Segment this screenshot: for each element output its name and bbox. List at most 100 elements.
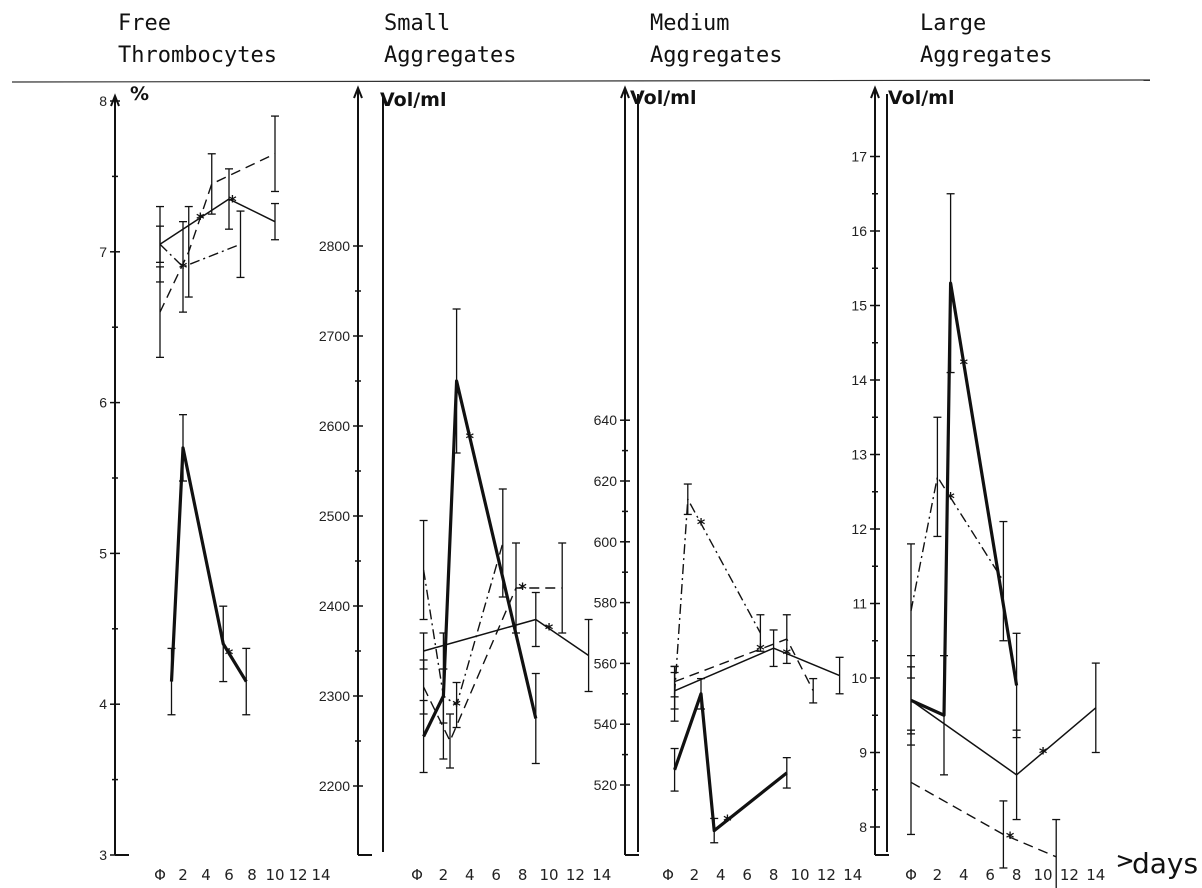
y-unit-label-2: Vol/ml: [630, 87, 696, 109]
y-tick-label-1-0: 2200: [319, 778, 350, 794]
x-tick-label-2-2: 4: [716, 866, 726, 884]
x-tick-label-0-0: Φ: [154, 866, 166, 884]
y-tick-label-3-5: 13: [851, 447, 867, 463]
y-tick-label-0-0: 3: [99, 847, 107, 863]
significance-star-0-1: *: [228, 192, 237, 211]
y-tick-label-2-5: 620: [594, 473, 618, 489]
y-tick-label-2-6: 640: [594, 412, 618, 428]
series-line-1-0: [424, 381, 536, 737]
x-tick-label-3-4: 8: [1012, 866, 1022, 884]
x-tick-label-1-3: 6: [491, 866, 501, 884]
y-tick-label-0-1: 4: [99, 696, 107, 712]
x-axis-arrow: [1118, 856, 1132, 866]
panel-title-medium-line2: Aggregates: [650, 43, 782, 68]
y-tick-label-1-2: 2400: [319, 598, 350, 614]
significance-star-1-0: *: [466, 428, 475, 447]
y-tick-label-0-3: 6: [99, 395, 107, 411]
y-tick-label-0-5: 8: [99, 93, 107, 109]
significance-star-3-0: *: [960, 355, 969, 374]
x-tick-label-1-6: 12: [566, 866, 585, 884]
y-tick-label-2-4: 600: [594, 534, 618, 550]
x-tick-label-3-3: 6: [985, 866, 995, 884]
y-tick-label-0-4: 7: [99, 244, 107, 260]
series-line-2-3: [675, 499, 761, 694]
x-tick-label-0-2: 4: [201, 866, 211, 884]
y-tick-label-1-3: 2500: [319, 508, 350, 524]
panel-title-large-line1: Large: [920, 11, 986, 36]
x-tick-label-2-6: 12: [817, 866, 836, 884]
y-tick-label-0-2: 5: [99, 545, 107, 561]
x-tick-label-1-7: 14: [592, 866, 611, 884]
y-tick-label-2-1: 540: [594, 716, 618, 732]
y-unit-label-3: Vol/ml: [888, 87, 954, 109]
x-tick-label-2-3: 6: [742, 866, 752, 884]
significance-star-3-3: *: [946, 489, 955, 508]
y-tick-label-3-6: 14: [851, 372, 867, 388]
significance-star-1-3: *: [452, 696, 461, 715]
panel-title-small-line1: Small: [384, 11, 450, 36]
panel-title-large-line2: Aggregates: [920, 43, 1052, 68]
panel-title-small-line2: Aggregates: [384, 43, 516, 68]
significance-star-1-2: *: [518, 579, 527, 598]
y-tick-label-1-6: 2800: [319, 238, 350, 254]
x-tick-label-0-4: 8: [247, 866, 257, 884]
x-tick-label-0-5: 10: [265, 866, 284, 884]
x-axis-label: days: [1132, 847, 1198, 880]
significance-star-2-3: *: [697, 515, 706, 534]
x-tick-label-3-2: 4: [959, 866, 969, 884]
y-tick-label-3-4: 12: [851, 521, 867, 537]
series-line-3-3: [911, 477, 1003, 611]
x-tick-label-2-5: 10: [790, 866, 809, 884]
y-tick-label-3-1: 9: [859, 745, 867, 761]
y-tick-label-2-3: 580: [594, 595, 618, 611]
significance-star-3-1: *: [1039, 744, 1048, 763]
x-tick-label-2-7: 14: [843, 866, 862, 884]
y-tick-label-3-0: 8: [859, 819, 867, 835]
x-tick-label-0-3: 6: [224, 866, 234, 884]
series-line-1-3: [424, 543, 503, 705]
y-tick-label-3-2: 10: [851, 670, 867, 686]
y-unit-label-1: Vol/ml: [380, 89, 446, 111]
series-line-2-0: [675, 694, 787, 831]
x-tick-label-2-0: Φ: [662, 866, 674, 884]
y-tick-label-1-1: 2300: [319, 688, 350, 704]
x-tick-label-3-0: Φ: [905, 866, 917, 884]
x-tick-label-3-7: 14: [1086, 866, 1105, 884]
panel-title-medium-line1: Medium: [650, 11, 729, 36]
x-tick-label-2-1: 2: [690, 866, 700, 884]
x-tick-label-0-1: 2: [178, 866, 188, 884]
x-tick-label-1-5: 10: [539, 866, 558, 884]
significance-star-3-2: *: [1006, 828, 1015, 847]
series-line-0-3: [160, 244, 241, 267]
panel-title-free-line1: Free: [118, 11, 171, 36]
significance-star-0-3: *: [179, 258, 188, 277]
y-tick-label-1-5: 2700: [319, 328, 350, 344]
y-tick-label-3-9: 17: [851, 149, 867, 165]
x-tick-label-3-1: 2: [933, 866, 943, 884]
x-tick-label-0-6: 12: [288, 866, 307, 884]
series-line-3-0: [911, 283, 1017, 715]
x-tick-label-3-5: 10: [1033, 866, 1052, 884]
header-rule: [12, 80, 1150, 82]
x-tick-label-1-0: Φ: [411, 866, 423, 884]
series-line-0-1: [160, 199, 275, 244]
series-line-2-2: [675, 639, 814, 691]
y-tick-label-3-7: 15: [851, 298, 867, 314]
significance-star-0-0: *: [225, 644, 234, 663]
y-tick-label-3-8: 16: [851, 223, 867, 239]
x-tick-label-0-7: 14: [311, 866, 330, 884]
y-unit-label-0: %: [130, 83, 149, 105]
significance-star-1-1: *: [545, 620, 554, 639]
x-tick-label-1-2: 4: [465, 866, 475, 884]
panel-title-free-line2: Thrombocytes: [118, 43, 277, 68]
x-tick-label-3-6: 12: [1060, 866, 1079, 884]
series-line-3-2: [911, 782, 1056, 857]
y-tick-label-2-0: 520: [594, 777, 618, 793]
y-tick-label-3-3: 11: [852, 596, 867, 612]
y-tick-label-1-4: 2600: [319, 418, 350, 434]
series-line-0-0: [172, 448, 247, 682]
y-tick-label-2-2: 560: [594, 655, 618, 671]
x-tick-label-1-1: 2: [439, 866, 449, 884]
